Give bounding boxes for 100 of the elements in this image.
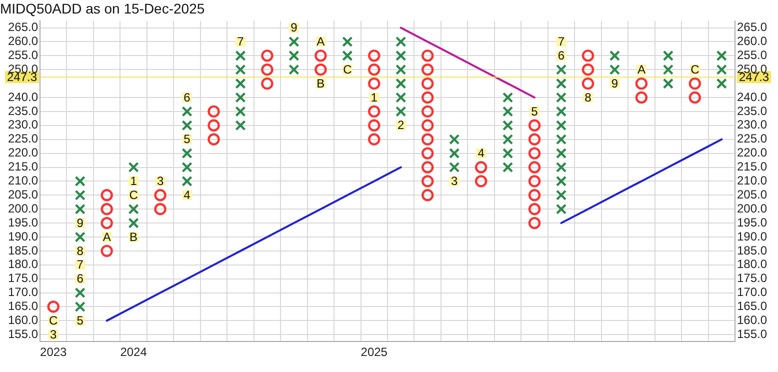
y-tick-label: 235.0 (8, 104, 38, 118)
y-tick-label: 180.0 (8, 257, 38, 272)
text: 9 (76, 216, 84, 230)
point (261, 77, 274, 90)
series-label: 2 (398, 118, 405, 132)
point (396, 50, 406, 62)
text: 7 (558, 34, 565, 49)
point (74, 190, 86, 200)
point (688, 91, 702, 104)
point (100, 189, 113, 202)
point (182, 176, 192, 187)
y2-tick-label: 210.0 (737, 174, 768, 188)
point (208, 133, 220, 146)
text: C (343, 62, 352, 76)
series-label: C (129, 188, 138, 202)
point (288, 50, 300, 62)
point (314, 64, 327, 76)
point (474, 161, 488, 174)
y2-tick-label: 260.0 (737, 34, 768, 48)
point (556, 148, 567, 159)
y-tick-label: 185.0 (8, 243, 38, 258)
point (235, 106, 246, 117)
y2-tick-label: 165.0 (737, 299, 768, 314)
point (235, 50, 246, 62)
point (288, 64, 300, 75)
point (502, 148, 514, 159)
point (528, 161, 541, 174)
text: 3 (156, 174, 164, 188)
point (609, 50, 620, 62)
chart-title: MIDQ50ADD as on 15-Dec-2025 (0, 0, 205, 16)
point (556, 176, 567, 187)
y2-tick-label: 235.0 (737, 104, 768, 118)
point (261, 50, 274, 62)
point (396, 106, 406, 117)
y-tick-label: 240.0 (8, 90, 38, 104)
point (421, 119, 434, 132)
point (154, 202, 166, 216)
text: C (690, 62, 700, 76)
point (182, 120, 192, 131)
text: 4 (184, 188, 190, 202)
y-tick-label: 230.0 (8, 118, 38, 132)
text: A (102, 230, 111, 244)
point (396, 36, 406, 48)
point (635, 91, 648, 104)
y-tick-label: 215.0 (8, 160, 38, 174)
point (556, 134, 567, 145)
y-tick-label: 195.0 (8, 215, 38, 230)
series-label: 1 (370, 90, 378, 104)
y-tick-label: 175.0 (8, 271, 38, 286)
text: 5 (76, 313, 84, 328)
point (421, 175, 434, 188)
point (235, 64, 246, 75)
point (74, 232, 86, 242)
point (502, 106, 514, 117)
point (635, 77, 648, 90)
point (368, 119, 380, 132)
y-tick-label: 205.0 (8, 187, 38, 202)
point (556, 92, 567, 103)
point (100, 244, 113, 258)
text: 5 (184, 132, 190, 146)
point (421, 161, 434, 174)
text: 9 (611, 76, 618, 90)
series-label: 8 (584, 90, 592, 104)
x-tick-label: 2023 (40, 345, 68, 360)
point (74, 301, 86, 312)
y-tick-label: 220.0 (8, 146, 38, 160)
y2-tick-label: 185.0 (737, 243, 768, 258)
text: C (49, 313, 58, 328)
y-tick-label: 225.0 (8, 132, 38, 146)
y2-tick-label: 240.0 (737, 90, 768, 104)
text: 1 (130, 174, 137, 188)
y2-tick-label: 170.0 (737, 285, 768, 300)
text: B (316, 76, 325, 90)
point (342, 50, 353, 62)
point (528, 189, 541, 202)
point (235, 92, 246, 103)
y2-tick-label: 225.0 (737, 132, 768, 146)
point (368, 64, 380, 76)
point (396, 64, 406, 75)
point (47, 300, 60, 313)
point (421, 91, 434, 104)
y2-tick-label: 195.0 (737, 215, 768, 230)
point (716, 64, 727, 75)
x-tick-label: 2025 (360, 345, 388, 360)
point (421, 133, 434, 146)
point (556, 106, 567, 117)
point (182, 148, 192, 159)
series-label: A (637, 62, 646, 76)
point (208, 105, 220, 118)
point (609, 64, 620, 75)
point (261, 64, 274, 76)
y-tick-label: 160.0 (8, 312, 38, 327)
point (556, 78, 567, 89)
point (556, 120, 567, 131)
point (368, 77, 380, 90)
y2-tick-label: 220.0 (737, 146, 768, 160)
text: A (316, 34, 325, 49)
text: 8 (76, 244, 84, 258)
point (368, 50, 380, 62)
y-tick-label: 210.0 (8, 174, 38, 188)
